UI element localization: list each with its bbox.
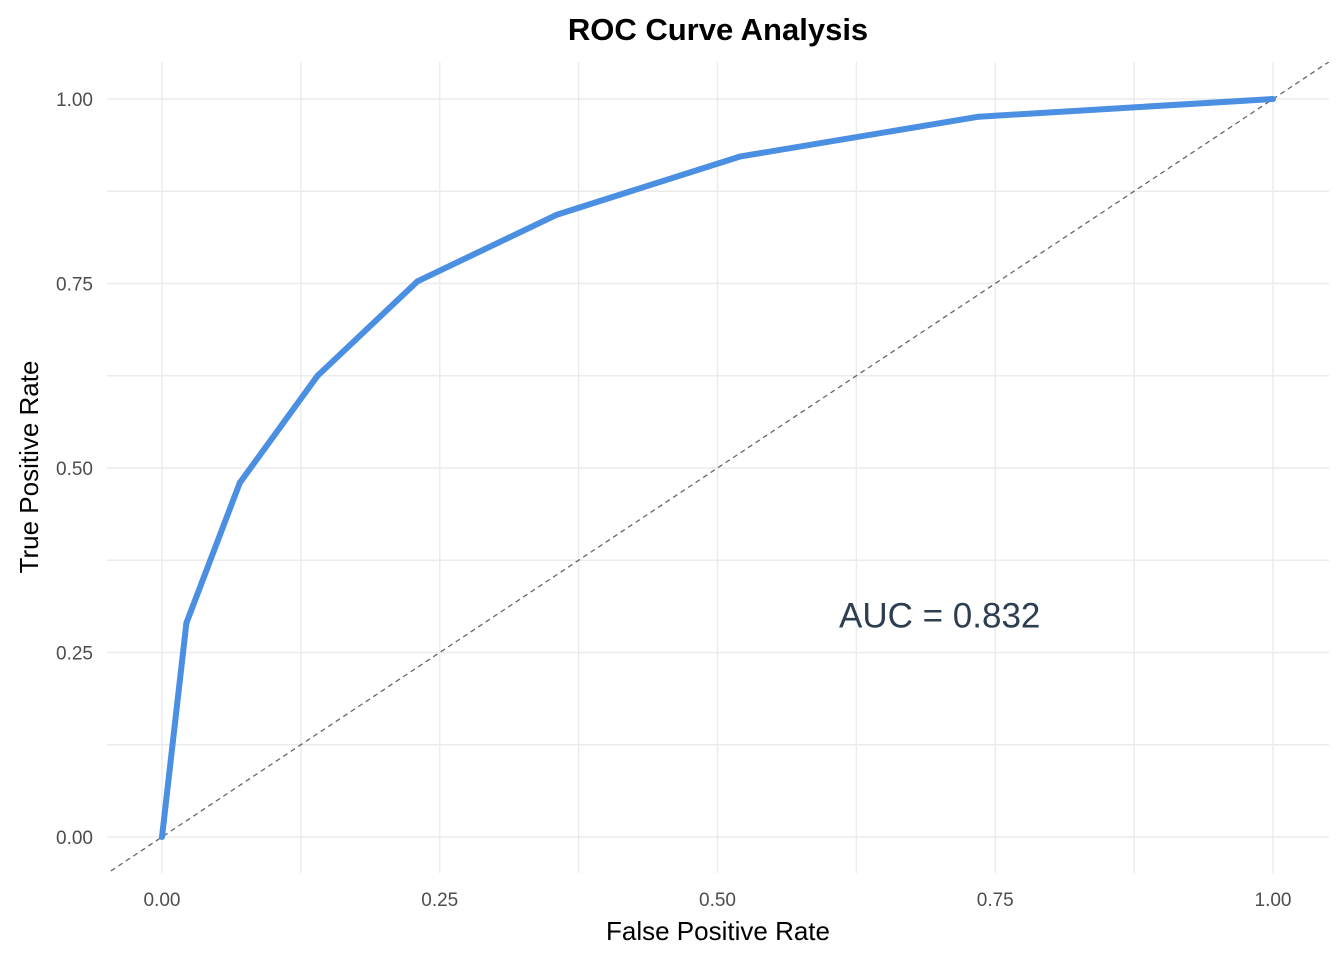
roc-curve-point (159, 834, 165, 840)
annotation-layer: AUC = 0.832 (839, 597, 1040, 636)
auc-annotation: AUC = 0.832 (839, 597, 1040, 636)
y-tick-label: 0.75 (56, 275, 93, 296)
roc-curve-point (183, 619, 190, 626)
x-tick-label: 0.75 (977, 890, 1014, 911)
x-tick-label: 0.00 (144, 890, 181, 911)
chart-title: ROC Curve Analysis (568, 12, 868, 47)
roc-curve-point (553, 211, 560, 218)
roc-curve-point (736, 153, 743, 160)
roc-curve-point (414, 278, 421, 285)
y-tick-label: 0.00 (56, 828, 93, 849)
y-tick-label: 0.25 (56, 644, 93, 665)
y-axis-title: True Positive Rate (14, 361, 44, 574)
x-tick-label: 0.25 (421, 890, 458, 911)
roc-curve-point (314, 372, 321, 379)
grid (107, 62, 1329, 873)
x-axis-ticks: 0.00 0.25 0.50 0.75 1.00 (144, 890, 1292, 911)
reference-line-layer (107, 62, 1329, 873)
series-layer (159, 96, 1276, 840)
roc-curve-point (236, 479, 243, 486)
roc-curve-point (1270, 96, 1276, 102)
y-tick-label: 0.50 (56, 459, 93, 480)
reference-diagonal-line (107, 62, 1329, 873)
y-tick-label: 1.00 (56, 90, 93, 111)
x-tick-label: 0.50 (699, 890, 736, 911)
roc-curve-point (975, 113, 982, 120)
x-tick-label: 1.00 (1255, 890, 1292, 911)
y-axis-ticks: 0.00 0.25 0.50 0.75 1.00 (56, 90, 93, 849)
x-axis-title: False Positive Rate (606, 916, 830, 946)
